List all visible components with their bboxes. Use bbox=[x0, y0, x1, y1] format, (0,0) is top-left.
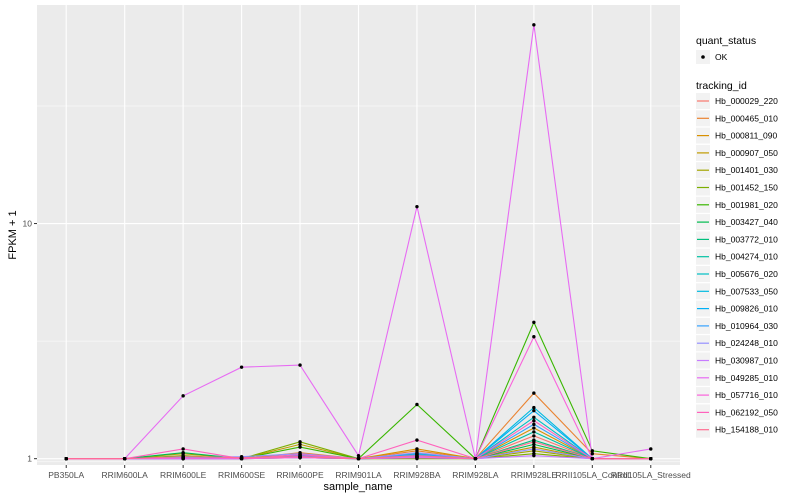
data-point bbox=[532, 434, 536, 438]
x-tick-label: RRIM600PE bbox=[276, 470, 324, 480]
x-tick-label: RRIM928LA bbox=[452, 470, 499, 480]
data-point bbox=[415, 453, 419, 458]
x-tick-label: RRII105LA_Stressed bbox=[611, 470, 691, 480]
legend-series-label: Hb_049285_010 bbox=[715, 373, 778, 383]
legend-series-label: Hb_004274_010 bbox=[715, 252, 778, 262]
data-point bbox=[532, 442, 536, 447]
x-tick-label: RRIM928LE bbox=[511, 470, 558, 480]
y-axis: 1 10 bbox=[23, 219, 37, 464]
data-point bbox=[532, 415, 536, 419]
data-point bbox=[415, 447, 419, 451]
data-point bbox=[181, 394, 185, 398]
data-point bbox=[415, 204, 419, 209]
legend-series-label: Hb_057716_010 bbox=[715, 390, 778, 400]
data-point bbox=[239, 455, 244, 460]
x-axis-title: sample_name bbox=[323, 481, 392, 493]
legend-series-label: Hb_000465_010 bbox=[715, 113, 778, 123]
legend-series-label: Hb_024248_010 bbox=[715, 338, 778, 348]
x-tick-label: RRIM600SE bbox=[218, 470, 266, 480]
legend-series-label: Hb_001401_030 bbox=[715, 165, 778, 175]
x-tick-label: RRII105LA_Control bbox=[555, 470, 629, 480]
data-point bbox=[532, 23, 536, 27]
legend-series-label: Hb_030987_010 bbox=[715, 356, 778, 366]
data-point bbox=[415, 451, 419, 455]
data-point bbox=[532, 430, 536, 434]
x-tick-label: RRIM901LA bbox=[335, 470, 382, 480]
data-point bbox=[532, 405, 536, 410]
legend-tracking-id-title: tracking_id bbox=[696, 80, 747, 92]
data-point bbox=[122, 456, 127, 461]
data-point bbox=[181, 447, 185, 451]
x-tick-label: PB350LA bbox=[48, 470, 84, 480]
legend-series-label: Hb_000907_050 bbox=[715, 148, 778, 158]
legend-series-label: Hb_000029_220 bbox=[715, 96, 778, 106]
data-points bbox=[64, 23, 653, 461]
x-axis: PB350LA RRIM600LA RRIM600LE RRIM600SE RRIM60… bbox=[48, 465, 691, 480]
data-point bbox=[590, 449, 595, 453]
legend-series-label: Hb_003427_040 bbox=[715, 217, 778, 227]
data-point bbox=[649, 456, 653, 461]
legend-series-label: Hb_010964_030 bbox=[715, 321, 778, 331]
data-point bbox=[64, 456, 68, 461]
data-point bbox=[649, 447, 653, 451]
grid-lines bbox=[37, 5, 680, 465]
y-axis-title: FPKM + 1 bbox=[7, 210, 19, 259]
data-point bbox=[298, 442, 302, 447]
data-point bbox=[532, 426, 536, 430]
data-point bbox=[356, 453, 361, 458]
x-tick-label: RRIM928BA bbox=[393, 470, 441, 480]
x-tick-label: RRIM600LA bbox=[102, 470, 149, 480]
data-point bbox=[532, 391, 536, 395]
legend-quant-status-title: quant_status bbox=[696, 35, 756, 47]
data-point bbox=[532, 320, 536, 325]
legend-entry-label: OK bbox=[715, 52, 728, 62]
legend-series-label: Hb_007533_050 bbox=[715, 286, 778, 296]
legend-quant-status: quant_status OK bbox=[696, 35, 756, 64]
legend-series-label: Hb_005676_020 bbox=[715, 269, 778, 279]
data-point bbox=[532, 408, 536, 413]
legend-series-label: Hb_000811_090 bbox=[715, 131, 778, 141]
data-point bbox=[298, 440, 302, 444]
legend-series-label: Hb_154188_010 bbox=[715, 425, 778, 435]
data-point bbox=[532, 440, 536, 444]
legend-series-label: Hb_062192_050 bbox=[715, 407, 778, 417]
data-point bbox=[590, 451, 595, 456]
data-point bbox=[356, 456, 361, 461]
data-point bbox=[415, 438, 419, 442]
x-tick-label: RRIM600LE bbox=[160, 470, 207, 480]
legend-series-label: Hb_001452_150 bbox=[715, 183, 778, 193]
legend-series-label: Hb_001981_020 bbox=[715, 200, 778, 210]
y-tick-label: 1 bbox=[27, 454, 32, 464]
data-point bbox=[415, 402, 419, 407]
legend-series-label: Hb_009826_010 bbox=[715, 304, 778, 314]
data-point bbox=[590, 456, 595, 461]
data-point bbox=[532, 447, 536, 451]
legend-tracking-id: tracking_id Hb_000029_220 Hb_000465_010 Hb… bbox=[696, 80, 778, 438]
data-point bbox=[532, 335, 536, 339]
data-point bbox=[181, 454, 185, 459]
data-point bbox=[298, 363, 302, 367]
data-point bbox=[239, 365, 244, 369]
data-point bbox=[532, 453, 536, 458]
legend-point-symbol bbox=[701, 55, 705, 59]
data-point bbox=[298, 445, 302, 449]
legend-series-label: Hb_003772_010 bbox=[715, 234, 778, 244]
data-point bbox=[532, 419, 536, 423]
data-point bbox=[181, 451, 185, 455]
data-point bbox=[298, 454, 302, 459]
data-point bbox=[532, 422, 536, 427]
data-point bbox=[473, 456, 478, 461]
y-tick-label: 10 bbox=[23, 219, 33, 229]
